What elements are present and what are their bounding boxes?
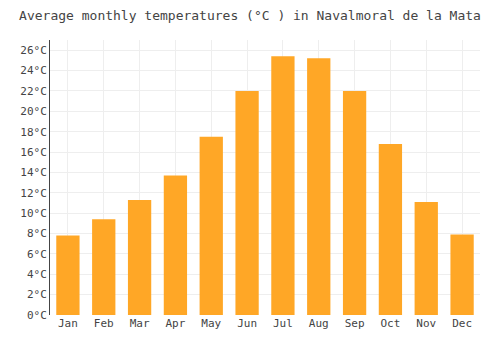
svg-text:Sep: Sep: [345, 317, 365, 330]
svg-text:Dec: Dec: [452, 317, 472, 330]
svg-text:10°C: 10°C: [20, 207, 47, 220]
svg-text:12°C: 12°C: [20, 187, 47, 200]
svg-text:18°C: 18°C: [20, 126, 47, 139]
svg-text:Jun: Jun: [237, 317, 257, 330]
svg-text:4°C: 4°C: [27, 268, 47, 281]
svg-text:Feb: Feb: [94, 317, 114, 330]
svg-text:Oct: Oct: [380, 317, 400, 330]
svg-text:Nov: Nov: [416, 317, 436, 330]
svg-text:8°C: 8°C: [27, 227, 47, 240]
svg-text:Jul: Jul: [273, 317, 293, 330]
svg-text:2°C: 2°C: [27, 288, 47, 301]
svg-text:Apr: Apr: [165, 317, 185, 330]
svg-text:22°C: 22°C: [20, 85, 47, 98]
svg-text:Jan: Jan: [58, 317, 78, 330]
svg-text:26°C: 26°C: [20, 44, 47, 57]
svg-text:0°C: 0°C: [27, 309, 47, 322]
svg-text:20°C: 20°C: [20, 105, 47, 118]
svg-text:Average monthly temperatures (: Average monthly temperatures (°C ) in Na…: [19, 8, 481, 23]
svg-text:14°C: 14°C: [20, 166, 47, 179]
svg-text:Mar: Mar: [130, 317, 150, 330]
svg-text:16°C: 16°C: [20, 146, 47, 159]
svg-text:6°C: 6°C: [27, 248, 47, 261]
svg-text:Aug: Aug: [309, 317, 329, 330]
svg-text:24°C: 24°C: [20, 64, 47, 77]
svg-text:May: May: [201, 317, 221, 330]
